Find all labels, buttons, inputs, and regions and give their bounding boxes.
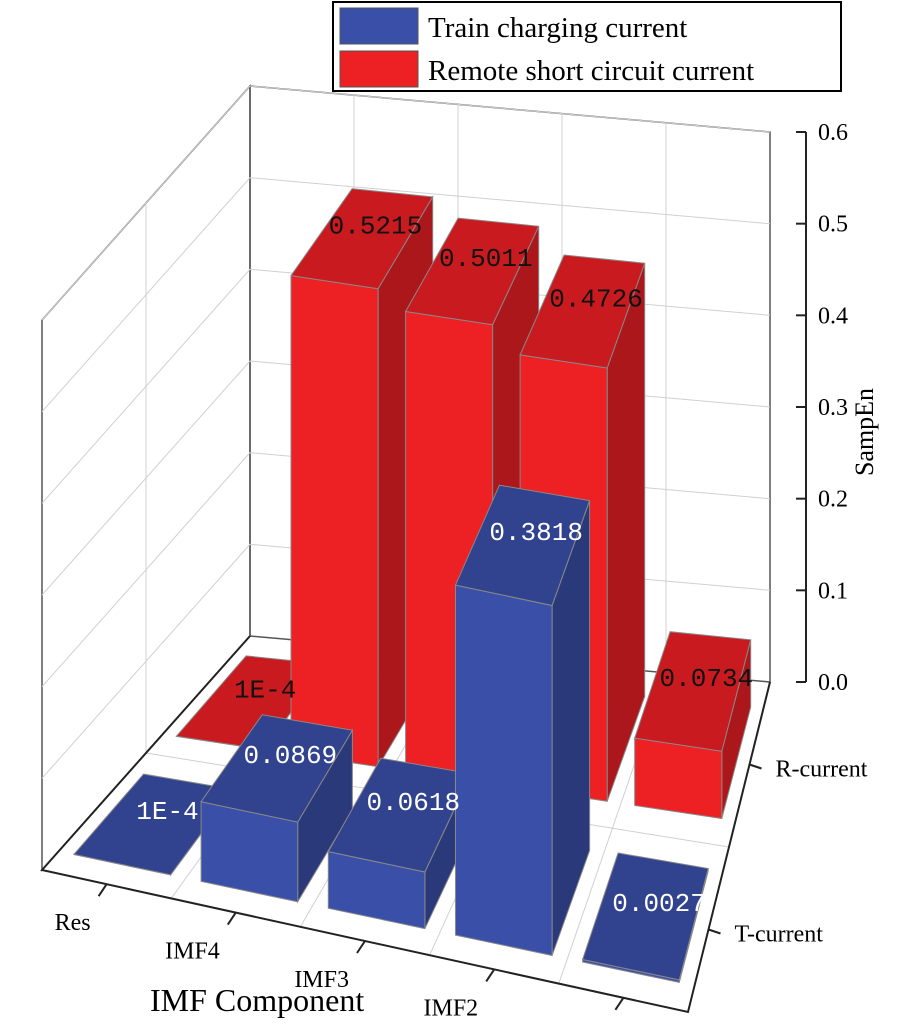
x-tick-mark <box>226 912 237 926</box>
x-tick-label: IMF4 <box>165 939 220 965</box>
z-tick-label: 0.2 <box>818 487 848 513</box>
legend-label-train: Train charging current <box>428 12 687 44</box>
bar-top <box>200 714 354 823</box>
z-tick-label: 0.1 <box>818 578 848 604</box>
x-tick-label: IMF1 <box>553 1024 608 1026</box>
x-tick-mark <box>356 940 366 954</box>
x-axis-title: IMF Component <box>150 982 364 1018</box>
x-tick-label: Res <box>55 910 91 936</box>
depth-tick-mark <box>708 928 721 935</box>
bar-front <box>634 737 723 820</box>
chart-data-labels: 1E-4 0.5215 0.5011 0.4726 0.0734 1E-4 0.0869 0.… <box>136 211 753 919</box>
data-label: 0.3818 <box>489 518 583 548</box>
z-tick-label: 0.4 <box>818 303 848 329</box>
chart-bars <box>72 188 752 984</box>
z-tick-label: 0.0 <box>818 670 848 696</box>
bar-top <box>454 484 591 607</box>
x-tick-mark <box>485 968 496 982</box>
z-tick-label: 0.5 <box>818 212 848 238</box>
bar-top <box>404 217 540 326</box>
z-axis-title: SampEn <box>850 388 879 476</box>
x-tick-mark <box>97 883 108 897</box>
legend-swatch-train <box>339 7 419 45</box>
grid-line-z <box>41 85 771 321</box>
data-label: 1E-4 <box>136 797 198 827</box>
data-label: 0.0734 <box>660 664 754 694</box>
x-tick-label: IMF3 <box>294 967 349 993</box>
bar-top <box>290 188 434 290</box>
legend: Train charging current Remote short circ… <box>332 1 842 92</box>
bar-top <box>581 852 709 981</box>
legend-swatch-remote <box>339 50 419 88</box>
x-tick-label: IMF2 <box>424 995 479 1021</box>
depth-tick-label: R-current <box>776 757 868 783</box>
z-tick-label: 0.3 <box>818 395 848 421</box>
data-label: 0.4726 <box>549 284 643 314</box>
z-tick-label: 0.6 <box>818 120 848 146</box>
grid-line-z <box>41 177 771 413</box>
data-label: 1E-4 <box>234 675 296 705</box>
chart-ticks: 0.0 0.1 0.2 0.3 0.4 0.5 0.6 Res IMF4 IMF3 IMF2 IMF1… <box>55 120 868 1026</box>
bar-top <box>519 254 646 369</box>
data-label: 0.0869 <box>244 741 338 771</box>
bar-top <box>634 631 752 752</box>
data-label: 0.5215 <box>329 211 423 241</box>
depth-tick-mark <box>749 763 762 770</box>
data-label: 0.0618 <box>366 788 460 818</box>
legend-label-remote: Remote short circuit current <box>428 55 754 87</box>
data-label: 0.0027 <box>612 889 706 919</box>
depth-tick-label: T-current <box>735 922 824 948</box>
bar-front <box>290 275 379 768</box>
data-label: 0.5011 <box>439 244 533 274</box>
bar-front <box>455 584 553 957</box>
x-tick-mark <box>614 997 625 1011</box>
